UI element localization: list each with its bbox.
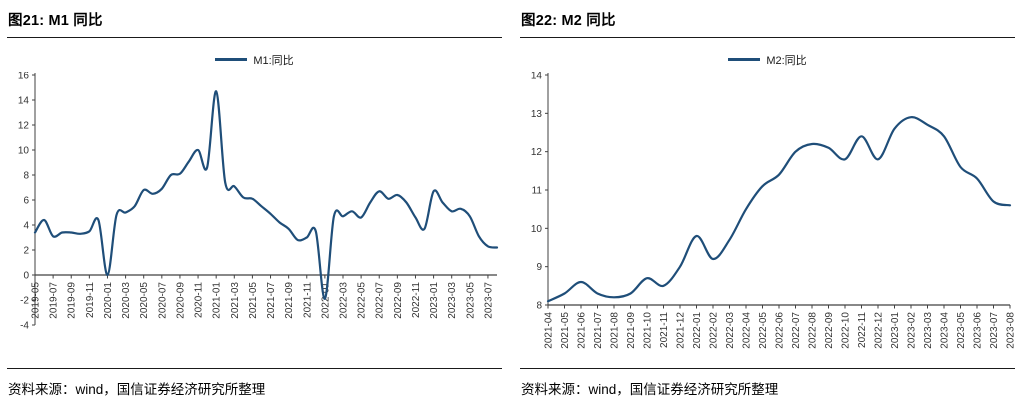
m2-source-note: 资料来源：wind，国信证券经济研究所整理 xyxy=(520,368,1015,404)
x-tick-label: 2022-01 xyxy=(320,282,331,319)
y-tick-label: -2 xyxy=(20,296,29,307)
y-tick-label: 12 xyxy=(18,121,30,132)
x-tick-label: 2019-09 xyxy=(67,282,78,319)
m1-legend-line-swatch xyxy=(215,58,248,61)
x-tick-label: 2023-05 xyxy=(465,282,476,319)
m2-panel-title: 图22: M2 同比 xyxy=(520,5,1015,38)
x-tick-label: 2021-04 xyxy=(544,312,555,349)
m1-source-note: 资料来源：wind，国信证券经济研究所整理 xyxy=(7,368,502,404)
x-tick-label: 2022-05 xyxy=(758,312,769,349)
x-tick-label: 2023-04 xyxy=(940,312,951,349)
x-tick-label: 2019-07 xyxy=(49,282,60,319)
x-tick-label: 2021-07 xyxy=(266,282,277,319)
y-axis: 8 9 10 11 12 13 14 xyxy=(531,72,549,312)
y-tick-label: 4 xyxy=(23,221,29,232)
x-tick-label: 2023-07 xyxy=(989,312,1000,349)
x-tick-label: 2022-06 xyxy=(775,312,786,349)
x-tick-label: 2022-07 xyxy=(791,312,802,349)
x-tick-label: 2021-11 xyxy=(302,282,313,318)
x-tick-label: 2021-05 xyxy=(560,312,571,349)
m2-legend: M2:同比 xyxy=(520,52,1015,67)
x-tick-label: 2023-01 xyxy=(429,282,440,319)
x-tick-label: 2022-05 xyxy=(357,282,368,319)
x-tick-label: 2019-11 xyxy=(85,282,96,318)
x-tick-label: 2022-12 xyxy=(874,312,885,349)
x-tick-label: 2023-08 xyxy=(1006,312,1017,349)
x-tick-label: 2019-05 xyxy=(31,282,42,319)
x-tick-label: 2022-11 xyxy=(411,282,422,318)
x-tick-label: 2021-10 xyxy=(643,312,654,349)
x-tick-label: 2023-03 xyxy=(447,282,458,319)
x-tick-label: 2022-10 xyxy=(841,312,852,349)
x-tick-label: 2021-03 xyxy=(230,282,241,319)
x-tick-label: 2022-08 xyxy=(808,312,819,349)
x-tick-label: 2023-06 xyxy=(973,312,984,349)
m1-legend-label: M1:同比 xyxy=(253,54,294,67)
m2-legend-line-swatch xyxy=(728,58,761,61)
x-tick-label: 2022-03 xyxy=(725,312,736,349)
x-tick-label: 2021-01 xyxy=(212,282,223,319)
x-tick-label: 2023-02 xyxy=(907,312,918,349)
series-line xyxy=(546,116,1012,303)
m1-legend: M1:同比 xyxy=(7,52,502,67)
x-tick-label: 2022-11 xyxy=(857,312,868,348)
x-tick-label: 2022-07 xyxy=(375,282,386,319)
x-tick-label: 2020-09 xyxy=(175,282,186,319)
x-tick-label: 2020-03 xyxy=(121,282,132,319)
x-tick-label: 2022-09 xyxy=(824,312,835,349)
y-tick-label: 2 xyxy=(23,246,29,257)
y-tick-label: 11 xyxy=(532,186,543,197)
x-tick-label: 2021-06 xyxy=(577,312,588,349)
x-tick-label: 2022-09 xyxy=(393,282,404,319)
x-axis: 2019-05 2019-07 2019-09 2019-11 2020-01 2020-… xyxy=(31,274,497,319)
x-tick-label: 2022-02 xyxy=(709,312,720,349)
y-tick-label: 8 xyxy=(23,171,29,182)
x-tick-label: 2021-07 xyxy=(593,312,604,349)
x-tick-label: 2023-07 xyxy=(483,282,494,319)
x-tick-label: 2021-05 xyxy=(248,282,259,319)
y-tick-label: 14 xyxy=(18,96,30,107)
y-tick-label: -4 xyxy=(20,321,29,332)
x-tick-label: 2020-11 xyxy=(194,282,205,318)
x-tick-label: 2021-12 xyxy=(676,312,687,349)
x-tick-label: 2023-01 xyxy=(890,312,901,349)
y-axis: -4 -2 0 2 4 6 8 10 12 14 16 xyxy=(18,72,36,332)
x-tick-label: 2020-01 xyxy=(103,282,114,319)
y-tick-label: 8 xyxy=(536,301,542,312)
x-tick-label: 2023-03 xyxy=(923,312,934,349)
y-tick-label: 10 xyxy=(531,224,543,235)
y-tick-label: 0 xyxy=(23,271,29,282)
x-tick-label: 2022-04 xyxy=(742,312,753,349)
y-tick-label: 9 xyxy=(536,262,542,273)
y-tick-label: 10 xyxy=(18,146,30,157)
x-tick-label: 2021-11 xyxy=(659,312,670,348)
x-axis: 2021-04 2021-05 2021-06 2021-07 2021-08 2021-… xyxy=(544,304,1017,349)
m2-legend-label: M2:同比 xyxy=(766,54,807,67)
y-tick-label: 6 xyxy=(23,196,29,207)
x-tick-label: 2020-05 xyxy=(139,282,150,319)
x-tick-label: 2021-08 xyxy=(610,312,621,349)
report-figure-row: 图21: M1 同比 M1:同比 -4 -2 0 2 4 6 8 10 12 14 16 2019-0… xyxy=(7,5,1017,404)
x-tick-label: 2021-09 xyxy=(284,282,295,319)
x-tick-label: 2022-01 xyxy=(692,312,703,349)
m2-chart-panel: 图22: M2 同比 M2:同比 8 9 10 11 12 13 14 2021-04 2021… xyxy=(520,5,1017,404)
y-tick-label: 16 xyxy=(18,72,30,82)
m2-line-chart: 8 9 10 11 12 13 14 2021-04 2021-05 2021-06 2021-07… xyxy=(531,72,1017,349)
y-tick-label: 14 xyxy=(531,72,543,82)
x-tick-label: 2022-03 xyxy=(339,282,350,319)
x-tick-label: 2023-05 xyxy=(956,312,967,349)
m1-chart-panel: 图21: M1 同比 M1:同比 -4 -2 0 2 4 6 8 10 12 14 16 2019-0… xyxy=(7,5,502,404)
series-line xyxy=(33,90,499,300)
y-tick-label: 13 xyxy=(531,109,543,120)
x-tick-label: 2020-07 xyxy=(157,282,168,319)
m1-panel-title: 图21: M1 同比 xyxy=(7,5,502,38)
x-tick-label: 2021-09 xyxy=(626,312,637,349)
y-tick-label: 12 xyxy=(531,147,543,158)
